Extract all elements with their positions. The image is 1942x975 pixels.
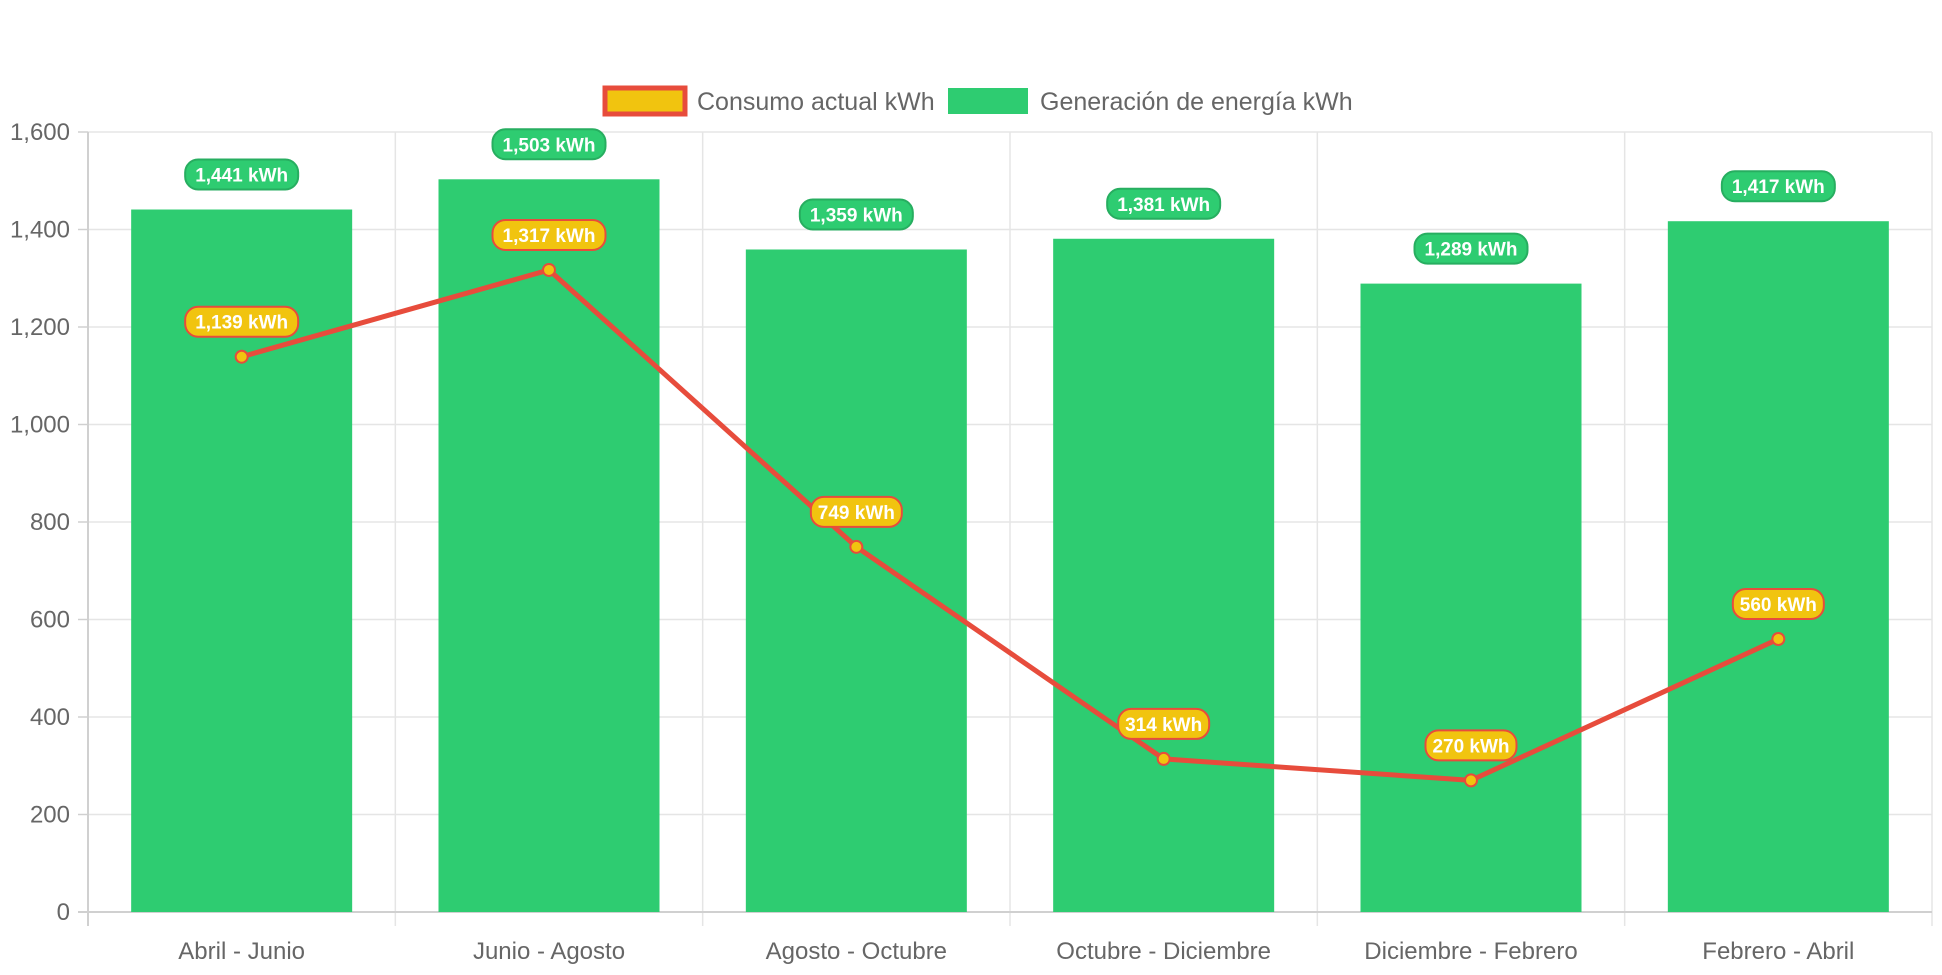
line-data-label: 560 kWh — [1731, 588, 1825, 620]
data-label-text: 749 kWh — [818, 503, 895, 524]
line-point — [1771, 632, 1786, 646]
bar — [438, 179, 660, 913]
line-data-label: 749 kWh — [809, 495, 903, 528]
y-tick-label: 1,600 — [10, 119, 70, 146]
data-label-box — [184, 305, 300, 338]
data-label-text: 1,417 kWh — [1732, 177, 1825, 198]
line-data-label: 270 kWh — [1424, 729, 1518, 762]
data-label-text: 560 kWh — [1740, 595, 1817, 616]
line-point — [1156, 751, 1171, 766]
data-label-box — [809, 495, 903, 528]
x-tick-label: Febrero - Abril — [1702, 938, 1854, 965]
bar-data-label: 1,441 kWh — [184, 158, 300, 191]
y-axis-ticks: 0 200 400 600 800 1,000 1,200 1,400 1,600 — [10, 119, 88, 926]
line-series — [234, 262, 1786, 788]
y-tick-label: 1,200 — [10, 314, 70, 341]
bar-series — [131, 179, 1889, 913]
data-label-text: 1,139 kWh — [195, 313, 288, 334]
data-label-box — [798, 198, 914, 231]
y-tick-label: 200 — [30, 802, 70, 829]
bar — [1053, 238, 1275, 912]
line-data-labels: 1,139 kWh 1,317 kWh 749 kWh 314 kWh 270 kWh 5… — [184, 218, 1825, 762]
y-tick-label: 1,000 — [10, 412, 70, 439]
data-label-box — [1106, 187, 1222, 220]
data-label-box — [1117, 707, 1211, 740]
data-label-text: 314 kWh — [1125, 715, 1202, 736]
data-label-text: 1,289 kWh — [1425, 240, 1518, 261]
data-label-box — [1413, 232, 1529, 265]
legend-swatch — [948, 88, 1028, 114]
line-data-label: 1,317 kWh — [491, 218, 607, 251]
data-label-box — [491, 128, 607, 161]
data-label-box — [491, 218, 607, 251]
x-tick-label: Diciembre - Febrero — [1364, 938, 1577, 965]
y-tick-label: 0 — [57, 899, 70, 926]
data-label-box — [1424, 729, 1518, 762]
grid-lines — [87, 131, 1933, 926]
line-point — [1464, 773, 1478, 788]
bar — [1667, 221, 1889, 912]
bar-data-label: 1,417 kWh — [1720, 170, 1836, 203]
x-tick-label: Abril - Junio — [178, 938, 305, 965]
x-tick-label: Junio - Agosto — [473, 938, 625, 965]
bar-data-label: 1,289 kWh — [1413, 232, 1529, 265]
bar-data-label: 1,359 kWh — [798, 198, 914, 231]
data-label-box — [184, 158, 300, 191]
data-label-box — [1731, 588, 1825, 620]
line-point — [849, 539, 864, 554]
x-axis-ticks: Abril - Junio Junio - Agosto Agosto - Octu… — [178, 938, 1854, 965]
x-tick-label: Agosto - Octubre — [766, 938, 947, 965]
bar-data-label: 1,503 kWh — [491, 128, 607, 161]
data-label-text: 1,503 kWh — [503, 135, 596, 156]
data-label-text: 1,359 kWh — [810, 205, 903, 226]
legend-swatch — [602, 85, 688, 117]
x-tick-label: Octubre - Diciembre — [1056, 938, 1271, 965]
series-line — [240, 267, 1780, 783]
data-label-text: 1,441 kWh — [195, 166, 288, 187]
legend-item-consumo: Consumo actual kWh — [602, 85, 935, 117]
bar-data-labels: 1,441 kWh 1,503 kWh 1,359 kWh 1,381 kWh 1,28… — [184, 128, 1836, 265]
data-label-text: 1,317 kWh — [503, 226, 596, 247]
bar-data-label: 1,381 kWh — [1106, 187, 1222, 220]
line-data-label: 314 kWh — [1117, 707, 1211, 740]
line-data-label: 1,139 kWh — [184, 305, 300, 338]
legend-item-generacion: Generación de energía kWh — [948, 88, 1353, 116]
y-tick-label: 1,400 — [10, 217, 70, 244]
line-point — [542, 262, 556, 277]
data-label-box — [1720, 170, 1836, 203]
line-point — [234, 349, 249, 364]
y-tick-label: 600 — [30, 607, 70, 634]
legend: Consumo actual kWh Generación de energía … — [602, 85, 1353, 117]
legend-label: Generación de energía kWh — [1040, 88, 1353, 116]
y-tick-label: 800 — [30, 509, 70, 536]
data-label-text: 270 kWh — [1432, 736, 1509, 757]
legend-label: Consumo actual kWh — [697, 88, 935, 116]
bar — [745, 249, 967, 913]
bar — [1360, 283, 1582, 912]
data-label-text: 1,381 kWh — [1117, 195, 1210, 216]
y-tick-label: 400 — [30, 704, 70, 731]
